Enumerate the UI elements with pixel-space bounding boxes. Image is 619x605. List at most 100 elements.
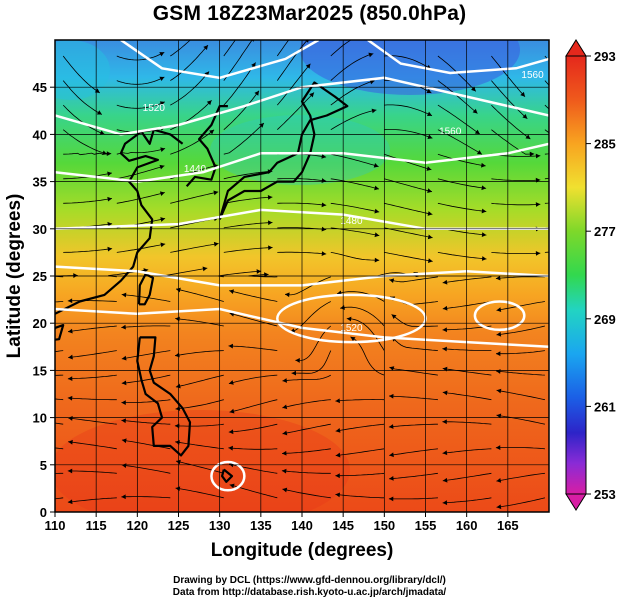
streamline-arrow	[106, 151, 112, 157]
colorbar-ramp	[565, 55, 587, 495]
y-axis-ticks: 0 5 10 15 20 25 30 35 40 45	[33, 80, 55, 520]
streamline	[175, 487, 224, 499]
streamline-arrow	[67, 298, 73, 304]
streamline-arrow	[121, 494, 126, 500]
streamline	[491, 104, 531, 140]
credit-line-2: Data from http://database.rish.kyoto-u.a…	[172, 587, 447, 598]
streamline-arrow	[259, 123, 264, 128]
streamline	[389, 472, 438, 480]
streamline-arrow	[346, 316, 352, 322]
streamline	[282, 399, 331, 409]
streamline	[67, 374, 117, 380]
streamline	[335, 472, 385, 477]
streamline-arrow	[481, 208, 487, 214]
streamline-arrow	[522, 113, 528, 119]
streamline	[437, 104, 481, 135]
coastline	[55, 128, 184, 315]
streamline	[335, 448, 385, 456]
streamline	[496, 325, 545, 336]
streamline-arrow	[121, 438, 127, 444]
streamline	[384, 227, 433, 239]
streamline-arrow	[96, 110, 102, 115]
colorbar: 293 285 277 269 261 253	[565, 39, 616, 511]
streamline-arrow	[121, 418, 126, 424]
streamline-arrow	[426, 88, 432, 93]
streamline-arrow	[525, 134, 531, 139]
streamline-arrow	[251, 14, 256, 19]
streamline	[276, 40, 290, 57]
y-tick-label: 20	[33, 316, 47, 331]
streamline-arrow	[427, 111, 432, 117]
streamline	[495, 370, 545, 376]
streamline-arrow	[335, 473, 340, 479]
colorbar-tick-label: 277	[594, 224, 616, 239]
streamline-arrow	[374, 257, 380, 263]
streamline-arrow	[159, 191, 165, 196]
streamline-arrow	[335, 452, 341, 458]
streamline-arrow	[305, 63, 311, 69]
streamline	[442, 472, 492, 482]
streamline-arrow	[229, 483, 235, 489]
streamline	[389, 448, 438, 456]
streamline-arrow	[442, 450, 448, 456]
streamline-arrow	[14, 473, 19, 478]
streamline-arrow	[256, 269, 262, 274]
streamline	[330, 153, 379, 167]
streamline-arrow	[267, 220, 273, 226]
streamline	[228, 345, 278, 351]
streamline	[496, 497, 545, 508]
streamline	[116, 165, 165, 180]
streamline-arrow	[73, 273, 78, 278]
streamline-arrow	[442, 390, 448, 396]
streamline-arrow	[427, 234, 433, 240]
streamline	[63, 198, 113, 204]
streamline-arrow	[282, 487, 288, 493]
streamline-arrow	[368, 52, 374, 58]
streamline	[121, 325, 171, 328]
streamline-arrow	[374, 232, 380, 238]
streamline-arrow	[213, 190, 219, 196]
streamline	[496, 414, 545, 425]
colorbar-top-arrow	[565, 39, 587, 57]
colorbar-tick-label: 293	[594, 49, 616, 64]
streamline-arrow	[442, 419, 447, 425]
contour-line	[367, 40, 549, 75]
streamline-arrow	[480, 162, 486, 168]
streamline	[281, 470, 331, 474]
streamline-arrow	[495, 445, 501, 450]
streamline-arrow	[588, 169, 593, 174]
streamline-arrow	[67, 376, 73, 382]
colorbar-tick-label: 261	[594, 399, 616, 414]
coastline	[218, 81, 349, 220]
coastline	[55, 324, 65, 341]
streamline	[340, 306, 385, 327]
streamline-arrow	[175, 406, 181, 411]
x-tick-label: 120	[126, 518, 148, 533]
streamline-arrow	[471, 86, 476, 92]
y-tick-label: 5	[40, 458, 47, 473]
streamline	[68, 441, 117, 450]
streamline-arrow	[160, 217, 166, 222]
streamline	[335, 423, 385, 432]
streamline-arrow	[309, 92, 314, 98]
streamline-arrow	[589, 195, 594, 200]
streamline-arrow	[442, 327, 447, 333]
streamline-arrow	[121, 380, 127, 386]
streamline	[330, 178, 380, 190]
y-axis-label: Latitude (degrees)	[4, 194, 25, 359]
streamline-arrow	[121, 292, 127, 298]
streamline	[121, 496, 171, 499]
streamline	[384, 202, 433, 215]
streamline	[170, 71, 210, 106]
streamline	[62, 55, 101, 94]
streamline	[116, 51, 165, 61]
colorbar-tick-label: 269	[594, 312, 616, 327]
streamline	[330, 53, 374, 81]
streamline	[175, 460, 224, 474]
streamline	[170, 40, 191, 57]
streamline	[346, 318, 385, 351]
streamline-arrow	[427, 134, 433, 139]
y-tick-label: 10	[33, 411, 47, 426]
streamline-arrow	[442, 500, 448, 506]
streamline	[121, 464, 171, 474]
